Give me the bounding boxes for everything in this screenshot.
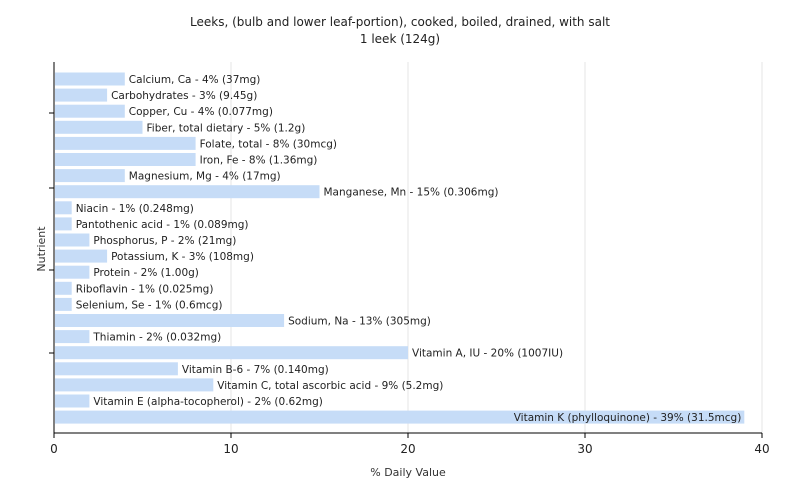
bar-label: Riboflavin - 1% (0.025mg) (76, 283, 214, 295)
bar-label: Calcium, Ca - 4% (37mg) (129, 74, 261, 86)
bar-label: Niacin - 1% (0.248mg) (76, 203, 194, 215)
bar (55, 72, 125, 86)
bar (55, 410, 745, 424)
bar (55, 394, 90, 408)
bar-label: Vitamin A, IU - 20% (1007IU) (412, 348, 563, 360)
bar-label: Vitamin K (phylloquinone) - 39% (31.5mcg… (514, 412, 742, 424)
grid-lines (230, 62, 763, 433)
bar-label: Magnesium, Mg - 4% (17mg) (129, 171, 281, 183)
bar (55, 136, 196, 150)
x-tick-label: 10 (223, 442, 238, 456)
x-axis-label: % Daily Value (370, 466, 446, 479)
chart-title: Leeks, (bulb and lower leaf-portion), co… (190, 15, 610, 29)
bar (55, 314, 285, 327)
bar (55, 330, 90, 344)
bar-label: Iron, Fe - 8% (1.36mg) (200, 155, 318, 167)
x-tick-label: 40 (754, 442, 769, 456)
bar (55, 281, 72, 295)
bar (55, 153, 196, 166)
bar (55, 88, 108, 102)
bar-label: Thiamin - 2% (0.032mg) (92, 332, 221, 344)
bar-label: Selenium, Se - 1% (0.6mcg) (76, 299, 223, 311)
bar-label: Carbohydrates - 3% (9.45g) (111, 90, 257, 102)
bar-label: Folate, total - 8% (30mcg) (200, 138, 337, 150)
y-axis-label: Nutrient (35, 226, 48, 272)
bar (55, 201, 72, 215)
axes: 0 10 20 30 40 (49, 62, 770, 456)
chart-subtitle: 1 leek (124g) (359, 32, 441, 46)
bar (55, 233, 90, 247)
bar-label: Vitamin B-6 - 7% (0.140mg) (182, 364, 329, 376)
x-tick-label: 30 (577, 442, 592, 456)
bar-label: Copper, Cu - 4% (0.077mg) (129, 106, 273, 118)
bar-label: Protein - 2% (1.00g) (93, 267, 199, 279)
bar-label: Sodium, Na - 13% (305mg) (288, 316, 431, 328)
bar-label: Manganese, Mn - 15% (0.306mg) (324, 187, 499, 199)
bar (55, 362, 178, 376)
x-tick-label: 20 (400, 442, 415, 456)
bar (55, 185, 320, 199)
bar (55, 346, 408, 360)
bars (55, 72, 745, 424)
bar (55, 378, 214, 392)
bar-label: Potassium, K - 3% (108mg) (111, 251, 254, 263)
bar (55, 169, 125, 183)
bar (55, 104, 125, 118)
bar-label: Pantothenic acid - 1% (0.089mg) (76, 219, 249, 231)
bar-label: Fiber, total dietary - 5% (1.2g) (147, 122, 306, 134)
bar-label: Phosphorus, P - 2% (21mg) (93, 235, 236, 247)
bar-label: Vitamin E (alpha-tocopherol) - 2% (0.62m… (93, 396, 323, 408)
x-tick-label: 0 (50, 442, 58, 456)
bar (55, 297, 72, 311)
bar (55, 120, 143, 134)
bar (55, 217, 72, 231)
bar (55, 249, 108, 263)
bar-label: Vitamin C, total ascorbic acid - 9% (5.2… (217, 380, 443, 392)
bar (55, 265, 90, 279)
bar-labels: Calcium, Ca - 4% (37mg) Carbohydrates - 3… (76, 74, 742, 424)
